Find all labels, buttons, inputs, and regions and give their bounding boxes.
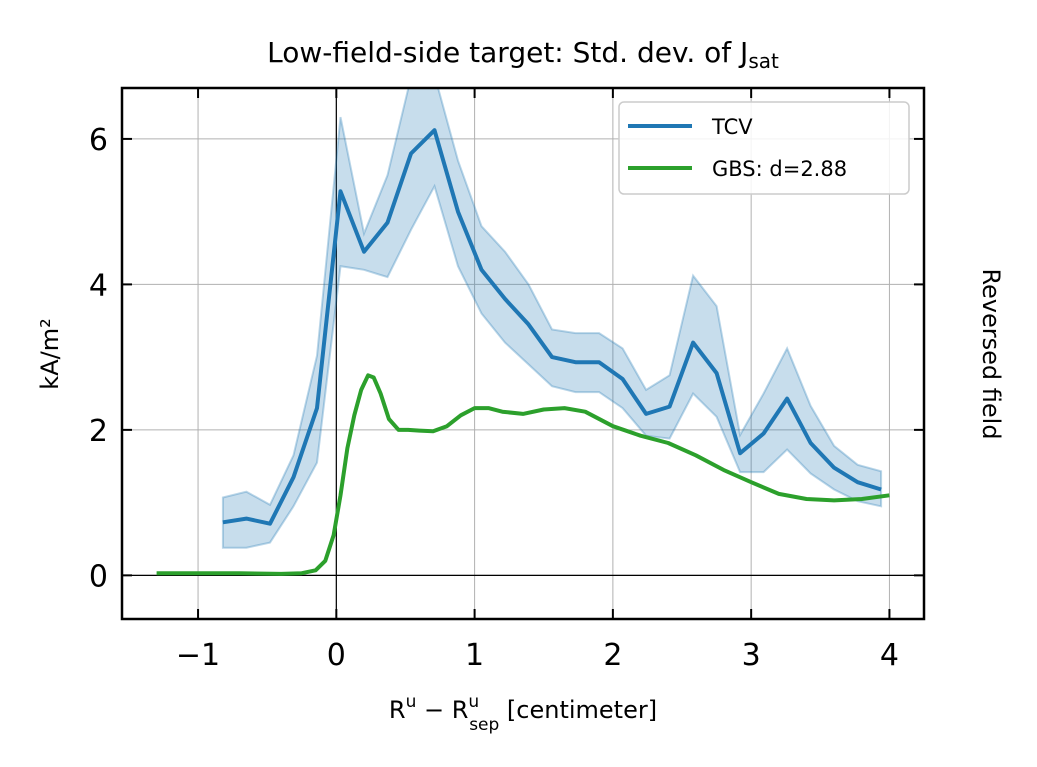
y-tick-label: 2 (89, 414, 108, 449)
x-axis-label-sup2: u (468, 692, 479, 712)
x-tick-label: 4 (880, 638, 899, 673)
series-line-gbs (156, 373, 890, 576)
chart-title-main: Low-field-side target: Std. dev. of J (267, 36, 748, 69)
x-tick-label: 1 (465, 638, 484, 673)
tick-labels: −1 0 1 2 3 4 0 2 4 6 (89, 123, 899, 673)
y-axis-label: kA/m² (36, 318, 64, 389)
legend: TCV GBS: d=2.88 (618, 101, 910, 195)
series-line-tcv (222, 128, 882, 526)
y-tick-label: 0 (89, 559, 108, 594)
x-axis-label-sub2: sep (469, 715, 499, 735)
y-tick-label: 4 (89, 268, 108, 303)
tcv-uncertainty-band (221, 88, 883, 549)
x-axis-label-minus: − R (416, 696, 468, 724)
x-axis-label-sup1: u (406, 692, 417, 712)
x-tick-label: 2 (603, 638, 622, 673)
legend-label-tcv: TCV (711, 115, 753, 139)
chart-title-sub: sat (748, 49, 779, 73)
plot-frame (120, 86, 926, 621)
ticks (122, 88, 924, 619)
x-tick-label: 0 (327, 638, 346, 673)
x-tick-label: −1 (176, 638, 220, 673)
series-layer (156, 88, 890, 576)
chart-title: Low-field-side target: Std. dev. of Jsat (267, 36, 779, 73)
x-axis-label: Ru − Ru sep [centimeter] (389, 692, 657, 735)
x-axis-label-r: R (389, 696, 406, 724)
right-side-label: Reversed field (977, 268, 1005, 439)
legend-label-gbs: GBS: d=2.88 (712, 157, 847, 181)
x-axis-label-unit: [centimeter] (499, 696, 657, 724)
x-tick-label: 3 (742, 638, 761, 673)
y-tick-label: 6 (89, 123, 108, 158)
